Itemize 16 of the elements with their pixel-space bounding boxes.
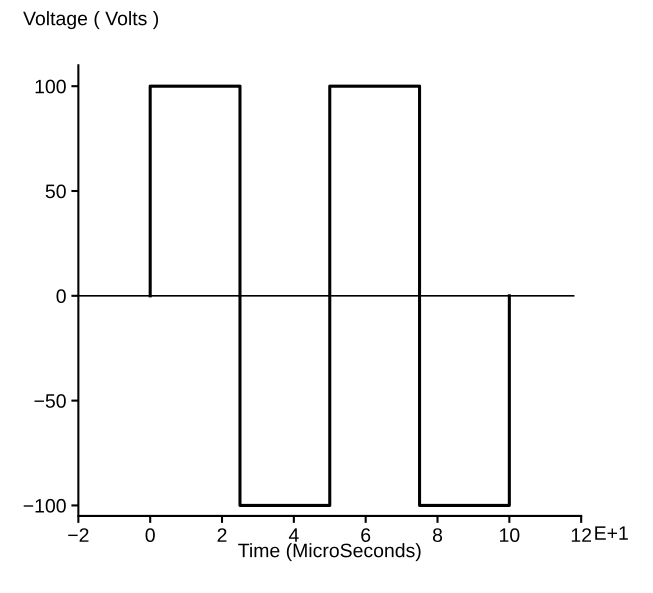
y-tick-label: 100 <box>36 80 66 94</box>
y-tick-label: −50 <box>34 394 66 408</box>
x-tick-label: −2 <box>68 528 88 542</box>
y-axis-title: Voltage ( Volts ) <box>23 11 158 30</box>
text: E+1 <box>595 526 628 540</box>
x-axis-title: Time (MicroSeconds) <box>238 543 421 562</box>
x-tick-label: 4 <box>288 528 299 542</box>
y-tick-label: 0 <box>56 289 66 304</box>
x-tick-label: 10 <box>500 528 520 542</box>
y-tick-label: 50 <box>46 184 66 198</box>
y-tick-label: −100 <box>24 498 66 513</box>
x-tick-label: 6 <box>361 528 370 542</box>
x-tick-label: 8 <box>432 528 442 542</box>
x-tick-label: 0 <box>146 528 155 542</box>
x-tick-label: 12 <box>572 528 592 542</box>
x-tick-label: 2 <box>218 528 226 542</box>
